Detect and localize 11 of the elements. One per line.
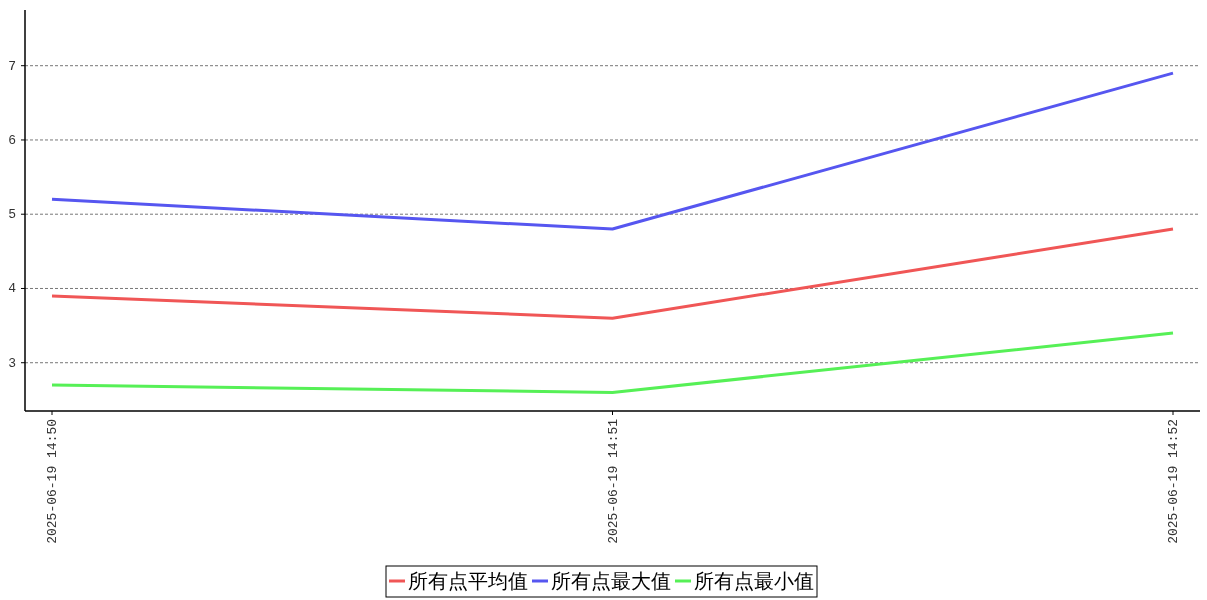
y-tick-label: 7 [8,58,16,74]
y-tick-label: 5 [8,207,16,223]
x-tick-label: 2025-06-19 14:50 [45,419,60,544]
y-tick-label: 3 [8,355,16,371]
x-tick-label: 2025-06-19 14:52 [1166,419,1181,544]
legend-label: 所有点平均值 [408,570,528,592]
y-tick-label: 4 [8,281,17,297]
legend-label: 所有点最大值 [551,570,671,592]
y-tick-label: 6 [8,132,16,148]
x-tick-label: 2025-06-19 14:51 [605,418,621,544]
legend-label: 所有点最小值 [694,570,814,592]
